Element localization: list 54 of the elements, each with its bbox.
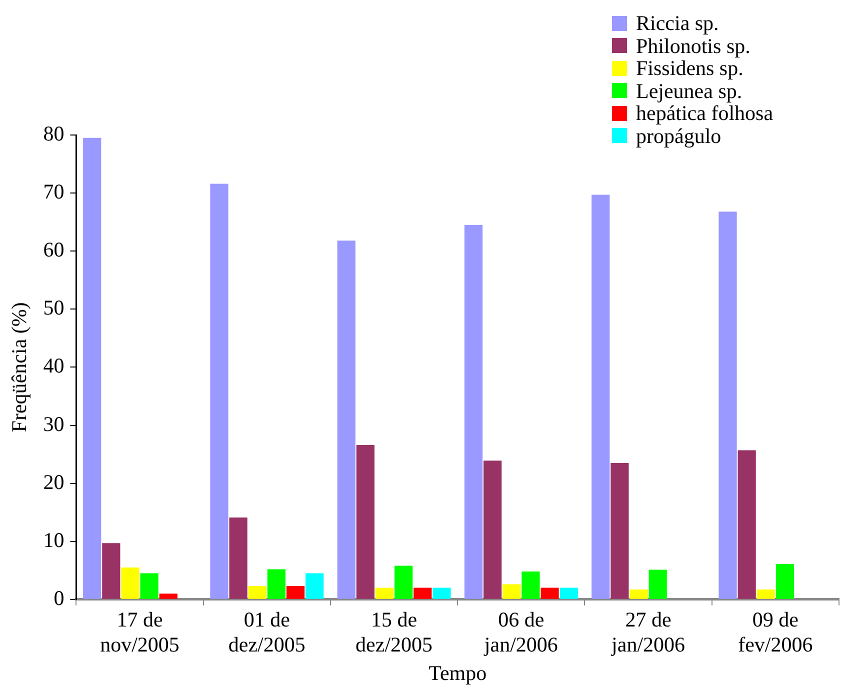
bar <box>414 588 432 599</box>
x-tick-label: 17 de nov/2005 <box>100 608 180 657</box>
bar <box>248 586 266 599</box>
bar <box>229 518 248 599</box>
bar <box>776 564 794 599</box>
bar <box>337 240 356 599</box>
bar <box>630 590 648 599</box>
bar <box>121 567 140 599</box>
x-tick-label: 06 de jan/2006 <box>483 608 558 657</box>
y-tick-label: 40 <box>43 354 64 378</box>
legend-label: Philonotis sp. <box>636 34 750 58</box>
bar <box>738 450 756 599</box>
y-tick-label: 60 <box>43 238 64 262</box>
bar <box>560 588 578 599</box>
x-tick-label: 01 de dez/2005 <box>228 608 306 657</box>
legend-label: Lejeunea sp. <box>636 78 742 102</box>
bar <box>83 138 102 599</box>
bar <box>210 184 228 599</box>
legend-label: Fissidens sp. <box>636 56 744 80</box>
bar <box>484 460 502 599</box>
y-tick-label: 0 <box>54 586 64 610</box>
y-tick-label: 10 <box>43 528 64 552</box>
bar <box>432 588 451 599</box>
bar <box>756 590 775 599</box>
x-axis-title: Tempo <box>428 660 487 685</box>
legend-label: Riccia sp. <box>636 11 719 35</box>
y-tick-label: 80 <box>43 122 64 146</box>
bar <box>522 572 540 599</box>
bar <box>375 588 394 599</box>
bar <box>140 573 158 599</box>
legend-label: hepática folhosa <box>636 101 774 125</box>
bar <box>102 543 120 599</box>
bar <box>394 566 413 599</box>
bar <box>648 570 667 599</box>
bar <box>540 588 559 599</box>
y-axis-title: Freqüência (%) <box>7 302 32 432</box>
bar <box>306 573 324 599</box>
legend-label: propágulo <box>636 124 722 148</box>
bar <box>610 462 629 599</box>
y-tick-label: 50 <box>43 296 64 320</box>
x-tick-label: 09 de fev/2006 <box>738 608 813 657</box>
bar <box>464 224 483 599</box>
bar <box>286 586 305 599</box>
bar <box>356 444 374 599</box>
y-tick-label: 30 <box>43 412 64 436</box>
x-tick-label: 27 de jan/2006 <box>610 608 686 657</box>
y-tick-label: 70 <box>43 180 64 204</box>
bar <box>159 594 178 599</box>
bar <box>592 194 610 599</box>
x-tick-label: 15 de dez/2005 <box>356 608 433 657</box>
bar <box>267 569 286 599</box>
bar <box>502 584 521 599</box>
y-tick-label: 20 <box>43 470 64 494</box>
bar <box>718 212 737 599</box>
